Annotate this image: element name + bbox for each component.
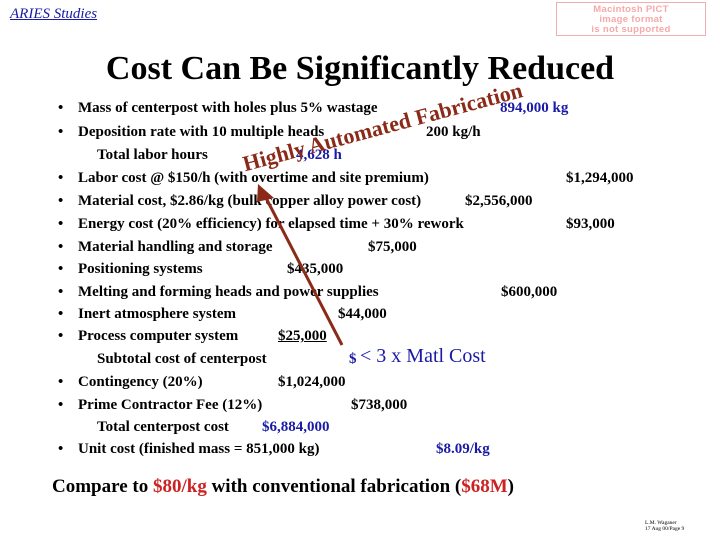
row-inert-label: Inert atmosphere system — [78, 306, 237, 322]
bullet: • — [58, 306, 64, 322]
row-material-cost-label: Material cost, $2.86/kg (bulk copper all… — [78, 193, 422, 209]
row-subtotal-value: $ — [349, 351, 357, 367]
signature: L.M. Waganer 17 Aug 00/Page 9 — [645, 520, 684, 532]
row-subtotal-label: Subtotal cost of centerpost — [97, 351, 267, 367]
row-total-label: Total centerpost cost — [97, 419, 229, 435]
signature-line-2: 17 Aug 00/Page 9 — [645, 526, 685, 532]
row-mass-label: Mass of centerpost with holes plus 5% wa… — [78, 100, 378, 116]
row-melting-label: Melting and forming heads and power supp… — [78, 284, 379, 300]
signature-line-1: L.M. Waganer — [645, 520, 677, 526]
bullet: • — [58, 261, 64, 277]
arrow-shaft — [263, 195, 344, 346]
footer-part-1: Compare to — [52, 476, 153, 497]
unit-cost-c: /kg — [469, 441, 490, 457]
pict-line-2: image format — [599, 14, 663, 25]
row-contingency-label: Contingency (20%) — [78, 374, 203, 390]
row-total-value: $6,884,000 — [262, 419, 330, 436]
bullet: • — [58, 170, 64, 186]
callout-text: < 3 x Matl Cost — [360, 345, 486, 367]
row-deposition-label: Deposition rate with 10 multiple heads — [78, 124, 325, 140]
row-labor-cost-value: $1,294,000 — [566, 170, 634, 186]
footer-part-3: with conventional fabrication ( — [206, 476, 462, 497]
footer-part-2: $80/kg — [152, 476, 207, 497]
row-labor-hours-value: 4,628 h — [296, 147, 342, 163]
row-mass-value: 894,000 kg — [500, 100, 569, 116]
row-contingency-value: $1,024,000 — [278, 374, 346, 390]
row-deposition-value: 200 kg/h — [426, 124, 481, 140]
row-material-cost-value: $2,556,000 — [465, 193, 533, 209]
row-handling-label: Material handling and storage — [78, 239, 273, 255]
bullet: • — [58, 216, 64, 232]
bullet: • — [58, 100, 64, 116]
footer-part-4: $68M — [461, 476, 508, 497]
row-energy-cost-label: Energy cost (20% efficiency) for elapsed… — [78, 216, 464, 232]
bullet: • — [58, 441, 64, 457]
row-computer-label: Process computer system — [78, 328, 239, 344]
pict-line-1: Macintosh PICT — [593, 4, 669, 15]
unit-cost-b: 09 — [454, 441, 470, 457]
bullet: • — [58, 239, 64, 255]
bullet: • — [58, 124, 64, 140]
footer-part-5: ) — [507, 476, 514, 497]
row-inert-value: $44,000 — [338, 306, 387, 322]
header-label[interactable]: ARIES Studies — [10, 6, 98, 22]
row-computer-value: $25,000 — [278, 328, 327, 344]
row-energy-cost-value: $93,000 — [566, 216, 615, 232]
arrow-head — [257, 184, 274, 202]
bullet: • — [58, 284, 64, 300]
row-melting-value: $600,000 — [501, 284, 558, 300]
bullet: • — [58, 328, 64, 344]
row-unit-cost-value: $8.09/kg — [436, 441, 490, 458]
bullet: • — [58, 193, 64, 209]
footer-comparison: Compare to $80/kg with conventional fabr… — [52, 476, 514, 498]
pict-line-3: is not supported — [591, 24, 671, 35]
unit-cost-a: $8. — [436, 441, 455, 457]
row-positioning-label: Positioning systems — [78, 261, 203, 277]
row-unit-cost-label: Unit cost (finished mass = 851,000 kg) — [78, 441, 320, 457]
row-fee-value: $738,000 — [351, 397, 408, 413]
row-labor-hours-label: Total labor hours — [97, 147, 208, 163]
pict-unsupported-notice: Macintosh PICT image format is not suppo… — [556, 2, 706, 36]
bullet: • — [58, 397, 64, 413]
page-title: Cost Can Be Significantly Reduced — [105, 50, 615, 87]
total-value-text: $6,884,000 — [262, 419, 330, 435]
bullet: • — [58, 374, 64, 390]
row-handling-value: $75,000 — [368, 239, 417, 255]
row-fee-label: Prime Contractor Fee (12%) — [78, 397, 263, 413]
row-labor-cost-label: Labor cost @ $150/h (with overtime and s… — [78, 170, 429, 186]
